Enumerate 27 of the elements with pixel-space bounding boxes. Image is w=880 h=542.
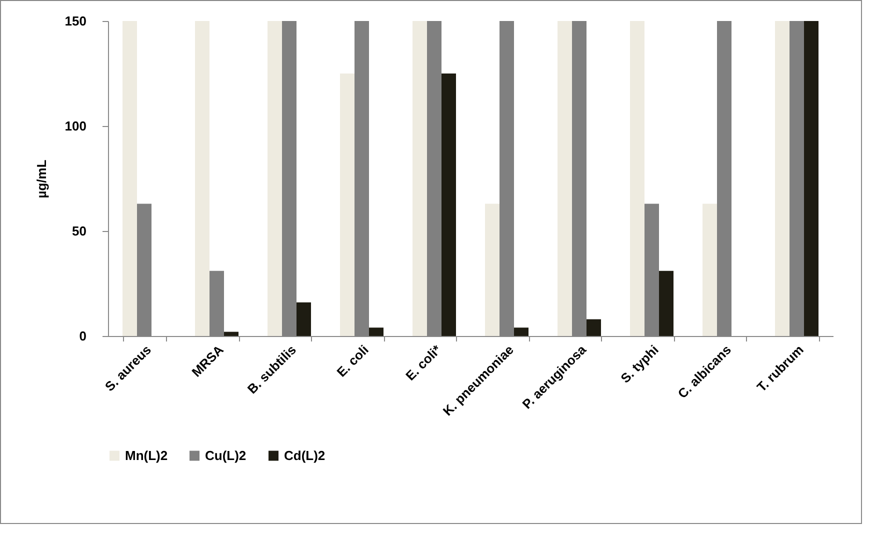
x-tick-label: E. coli [334, 342, 372, 380]
legend-label: Cu(L)2 [205, 448, 246, 463]
bar [412, 21, 427, 336]
bar [224, 332, 238, 336]
y-tick-label: 50 [72, 224, 86, 238]
y-tick-label: 0 [79, 328, 86, 344]
bar [804, 21, 818, 336]
bar [630, 21, 644, 336]
bar [442, 74, 456, 336]
bar [268, 21, 282, 336]
bar [122, 21, 137, 336]
bar [296, 302, 311, 336]
bar [514, 328, 528, 336]
bar [586, 319, 601, 336]
bar [775, 21, 790, 336]
y-tick-label: 150 [64, 14, 86, 28]
bar [702, 204, 717, 336]
bar [195, 21, 210, 336]
bar [659, 270, 674, 336]
bar [558, 21, 572, 336]
bar [340, 74, 354, 336]
y-tick-label: 100 [64, 118, 86, 134]
y-axis-title: µg/mL [34, 160, 49, 198]
bar [369, 328, 384, 336]
legend-label: Mn(L)2 [125, 448, 168, 463]
legend-label: Cd(L)2 [284, 448, 326, 463]
bar [485, 204, 500, 336]
